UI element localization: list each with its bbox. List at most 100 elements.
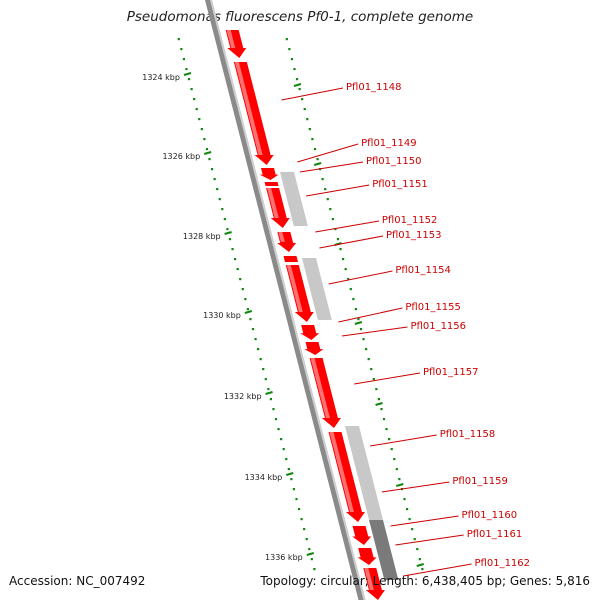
scale-dot <box>336 238 340 241</box>
scale-dot <box>301 98 304 101</box>
scale-dot <box>347 278 350 281</box>
scale-dot <box>357 318 360 321</box>
gene-label[interactable]: Pfl01_1154 <box>395 265 451 276</box>
label-leader <box>395 534 464 546</box>
scale-major-tick <box>306 551 315 557</box>
scale-dot <box>326 198 329 201</box>
scale-major-tick <box>395 482 404 488</box>
scale-dot <box>190 88 193 91</box>
gene-label[interactable]: Pfl01_1161 <box>467 529 523 540</box>
scale-dot <box>308 128 311 131</box>
scale-major-tick <box>416 562 425 568</box>
scale-dot <box>292 488 296 491</box>
gene-label[interactable]: Pfl01_1159 <box>452 476 508 487</box>
label-leader <box>319 235 384 249</box>
scale-dot <box>362 338 365 341</box>
scale-dot <box>354 308 357 311</box>
gene-label[interactable]: Pfl01_1149 <box>361 138 417 149</box>
scale-dot <box>341 258 345 261</box>
scale-dot <box>306 118 309 121</box>
scale-dot <box>380 408 383 411</box>
gene-label[interactable]: Pfl01_1158 <box>440 429 496 440</box>
scale-dot <box>372 378 375 381</box>
gene-label[interactable]: Pfl01_1153 <box>386 230 442 241</box>
scale-label: 1334 kbp <box>245 473 283 482</box>
scale-dot <box>324 188 327 191</box>
scale-dot <box>365 348 368 351</box>
scale-label: 1326 kbp <box>162 152 200 161</box>
scale-dot <box>210 168 214 171</box>
gene-shade <box>364 568 374 590</box>
scale-dot <box>408 518 411 521</box>
scale-dot <box>203 138 206 141</box>
scale-major-tick <box>203 150 212 156</box>
scale-dot <box>416 548 419 551</box>
scale-dot <box>185 68 188 71</box>
scale-dot <box>295 498 298 501</box>
scale-major-tick <box>183 71 192 77</box>
scale-dot <box>257 348 260 351</box>
scale-dot <box>316 158 319 161</box>
scale-major-tick <box>354 320 363 326</box>
reverse-gene <box>279 172 308 226</box>
gene-label[interactable]: Pfl01_1151 <box>372 179 428 190</box>
scale-dot <box>205 148 209 151</box>
label-leader <box>354 372 421 385</box>
gene-label[interactable]: Pfl01_1148 <box>346 82 402 93</box>
scale-major-tick <box>244 309 253 315</box>
scale-dot <box>421 568 424 571</box>
scale-dot <box>213 178 216 181</box>
gene-label[interactable]: Pfl01_1150 <box>366 156 422 167</box>
label-leader <box>306 184 370 197</box>
scale-dot <box>339 248 342 251</box>
scale-dot <box>413 538 416 541</box>
scale-dot <box>418 558 421 561</box>
scale-dot <box>193 98 196 101</box>
reverse-gene <box>344 426 384 522</box>
scale-dot <box>274 418 278 421</box>
scale-dot <box>221 208 224 211</box>
scale-dot <box>277 428 280 431</box>
accession-text: Accession: NC_007492 <box>9 574 146 588</box>
scale-dot <box>395 468 398 471</box>
scale-dot <box>290 478 293 481</box>
gene-shade <box>234 62 263 155</box>
gene-label[interactable]: Pfl01_1157 <box>423 367 479 378</box>
scale-dot <box>269 398 273 401</box>
scale-dot <box>297 508 301 511</box>
gene-label[interactable]: Pfl01_1160 <box>462 510 518 521</box>
label-leader <box>338 307 403 323</box>
gene-label[interactable]: Pfl01_1152 <box>382 215 438 226</box>
scale-label: 1330 kbp <box>203 311 241 320</box>
scale-dot <box>259 358 262 361</box>
label-leaders <box>281 87 472 577</box>
forward-gene <box>283 256 299 262</box>
gene-label[interactable]: Pfl01_1155 <box>405 302 461 313</box>
scale-dot <box>208 158 211 161</box>
gene-shade <box>267 188 279 218</box>
scale-dot <box>298 88 301 91</box>
reverse-gene <box>369 520 399 580</box>
scale-dot <box>349 288 352 291</box>
scale-dot <box>295 78 299 81</box>
scale-dot <box>303 528 306 531</box>
scale-dot <box>280 438 283 441</box>
scale-dot <box>236 268 239 271</box>
backbone <box>205 0 366 600</box>
scale-major-tick <box>375 401 383 407</box>
gene-label[interactable]: Pfl01_1156 <box>411 321 467 332</box>
label-leader <box>341 326 408 337</box>
scale-dot <box>226 228 229 231</box>
forward-gene <box>259 168 279 180</box>
label-leader <box>315 220 379 233</box>
label-leader <box>370 434 437 447</box>
scale-dot <box>272 408 275 411</box>
forward-gene <box>264 182 279 186</box>
scale-dot <box>329 208 332 211</box>
scale-dot <box>305 538 308 541</box>
scale-dot <box>370 368 373 371</box>
gene-shade <box>310 358 330 418</box>
gene-label[interactable]: Pfl01_1162 <box>475 558 531 569</box>
gene-labels: Pfl01_1148 Pfl01_1149 Pfl01_1150 Pfl01_1151… <box>346 82 530 569</box>
